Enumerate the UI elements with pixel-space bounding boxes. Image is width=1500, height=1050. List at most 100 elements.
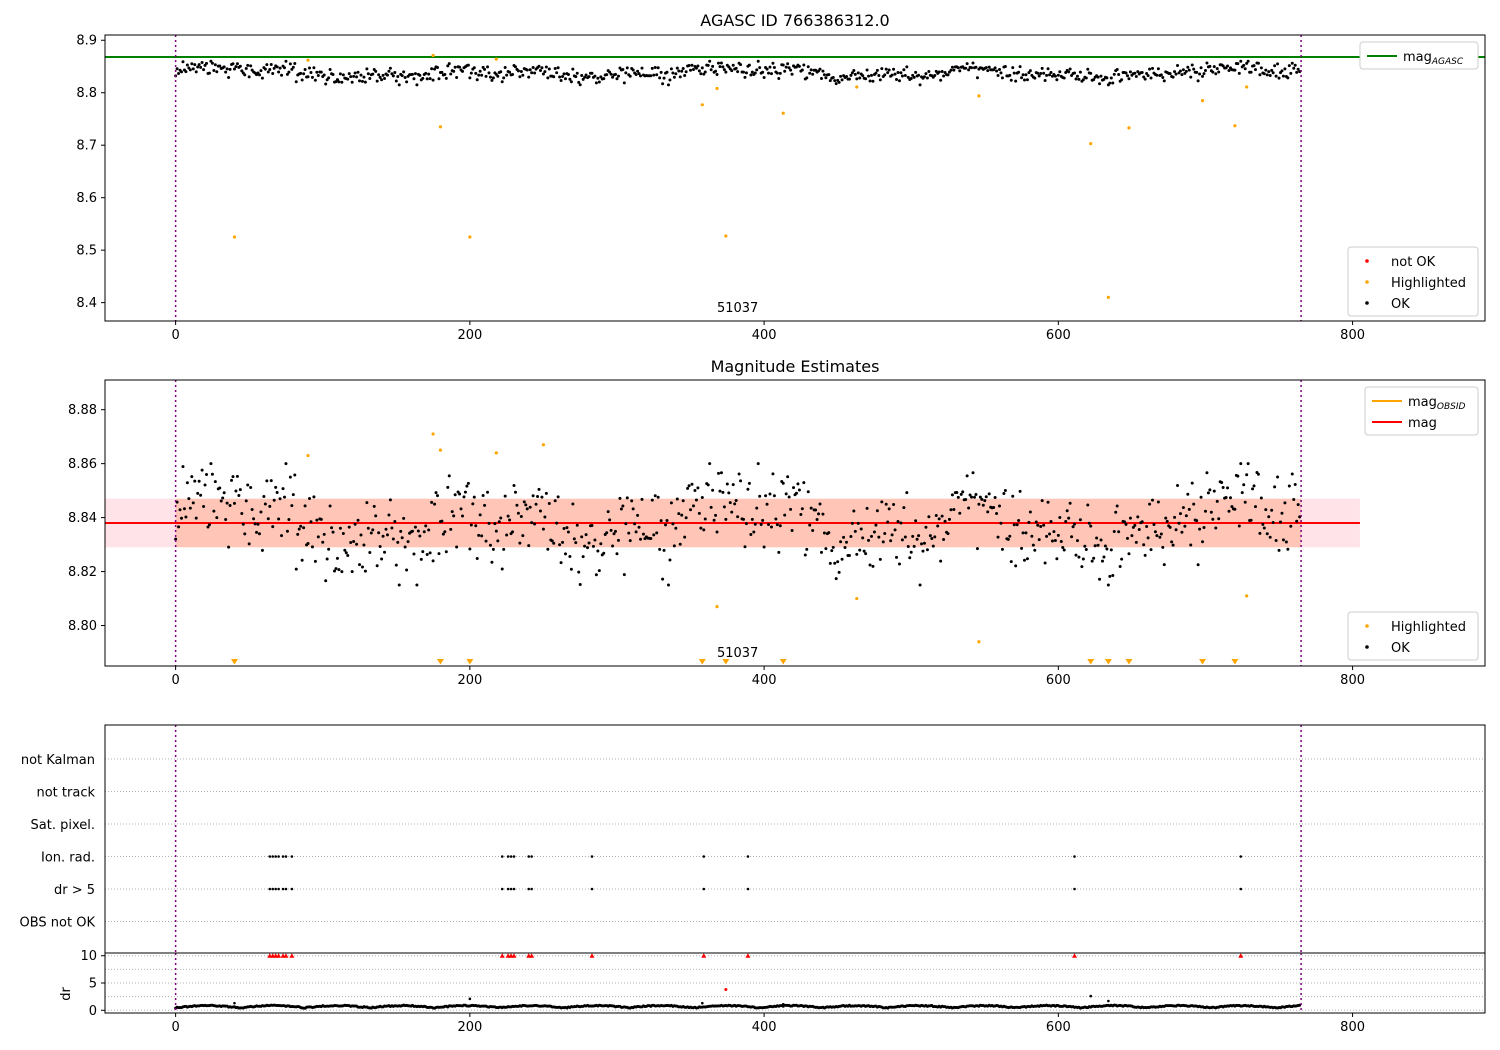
ok-point — [536, 494, 540, 498]
ok-point — [1271, 521, 1275, 525]
ok-point — [1212, 65, 1216, 69]
flag-row-label: not track — [36, 786, 95, 801]
ok-point — [591, 544, 595, 548]
ok-point — [1208, 488, 1212, 492]
ok-point — [1240, 491, 1244, 495]
ok-point — [853, 72, 857, 76]
ok-point — [1281, 74, 1285, 78]
ok-point — [918, 583, 922, 587]
ok-point — [767, 71, 771, 75]
highlighted-point — [494, 451, 498, 455]
legend-label: Highlighted — [1391, 620, 1466, 635]
ok-point — [466, 481, 470, 485]
ok-point — [561, 540, 565, 544]
ok-point — [477, 73, 481, 77]
ok-point — [1211, 70, 1215, 74]
ok-point — [1021, 73, 1025, 77]
ok-point — [1171, 543, 1175, 547]
ok-point — [324, 579, 328, 583]
ok-point — [1153, 530, 1157, 534]
ok-point — [402, 516, 406, 520]
ok-point — [1011, 494, 1015, 498]
ok-point — [1125, 536, 1129, 540]
flag-row-label: OBS not OK — [20, 916, 96, 931]
ok-point — [1274, 74, 1278, 78]
ok-point — [925, 548, 929, 552]
out-of-range-marker — [722, 659, 730, 665]
dr-spike-point — [701, 1001, 704, 1005]
ok-point — [513, 65, 517, 69]
ok-point — [427, 528, 431, 532]
ok-point — [1183, 524, 1187, 528]
ok-point — [909, 550, 913, 554]
ok-point — [316, 535, 320, 539]
ok-point — [447, 62, 451, 66]
flag-event-point — [702, 887, 706, 891]
ok-point — [678, 75, 682, 79]
ok-point — [840, 78, 844, 82]
ok-point — [1067, 516, 1071, 520]
flag-event-point — [271, 887, 275, 891]
ok-point — [1253, 68, 1257, 72]
ok-point — [1267, 515, 1271, 519]
ok-point — [649, 536, 653, 540]
ok-point — [433, 502, 437, 506]
ok-point — [884, 502, 888, 506]
ok-point — [940, 514, 944, 518]
ok-point — [784, 65, 788, 69]
ok-point — [574, 75, 578, 79]
ok-point — [200, 468, 204, 472]
ok-point — [472, 66, 476, 70]
ok-point — [416, 529, 420, 533]
ok-point — [518, 541, 522, 545]
ok-point — [458, 492, 462, 496]
flag-event-point — [509, 855, 513, 858]
ok-point — [544, 65, 548, 69]
ok-point — [462, 495, 466, 499]
dr-spike-point — [1107, 999, 1110, 1003]
ok-point — [964, 66, 968, 70]
ok-point — [661, 82, 665, 86]
ok-point — [224, 70, 228, 74]
ok-point — [249, 486, 253, 490]
ok-point — [547, 501, 551, 505]
ok-point — [484, 539, 488, 543]
x-tick-label: 800 — [1340, 673, 1365, 688]
ok-point — [519, 70, 523, 74]
ok-point — [864, 552, 868, 556]
ok-point — [421, 550, 425, 554]
ok-point — [285, 529, 289, 533]
ok-point — [1189, 543, 1193, 547]
flag-event-point — [274, 855, 277, 858]
ok-point — [769, 72, 773, 76]
ok-point — [390, 72, 394, 76]
ok-point — [568, 77, 572, 81]
ok-point — [924, 72, 928, 76]
ok-point — [508, 70, 512, 74]
ok-point — [1143, 553, 1147, 557]
ok-point — [285, 72, 289, 76]
ok-point — [478, 69, 482, 73]
dr-clipped-marker — [1238, 953, 1244, 958]
ok-point — [440, 519, 444, 523]
ok-point — [996, 74, 1000, 78]
flag-event-point — [702, 855, 706, 858]
ok-point — [880, 67, 884, 71]
ok-point — [1002, 492, 1006, 496]
ok-point — [1180, 530, 1184, 534]
ok-point — [437, 77, 441, 81]
x-tick-label: 600 — [1046, 673, 1071, 688]
ok-point — [522, 500, 526, 504]
ok-point — [262, 495, 266, 499]
ok-point — [694, 498, 698, 502]
ok-point — [719, 61, 723, 65]
ok-point — [441, 532, 445, 536]
ok-point — [1190, 63, 1194, 67]
ok-point — [797, 64, 801, 68]
ok-point — [772, 65, 776, 69]
ok-point — [1295, 70, 1299, 74]
ok-point — [1053, 538, 1057, 542]
ok-point — [1237, 71, 1241, 75]
ok-point — [494, 529, 498, 533]
ok-point — [687, 64, 691, 68]
